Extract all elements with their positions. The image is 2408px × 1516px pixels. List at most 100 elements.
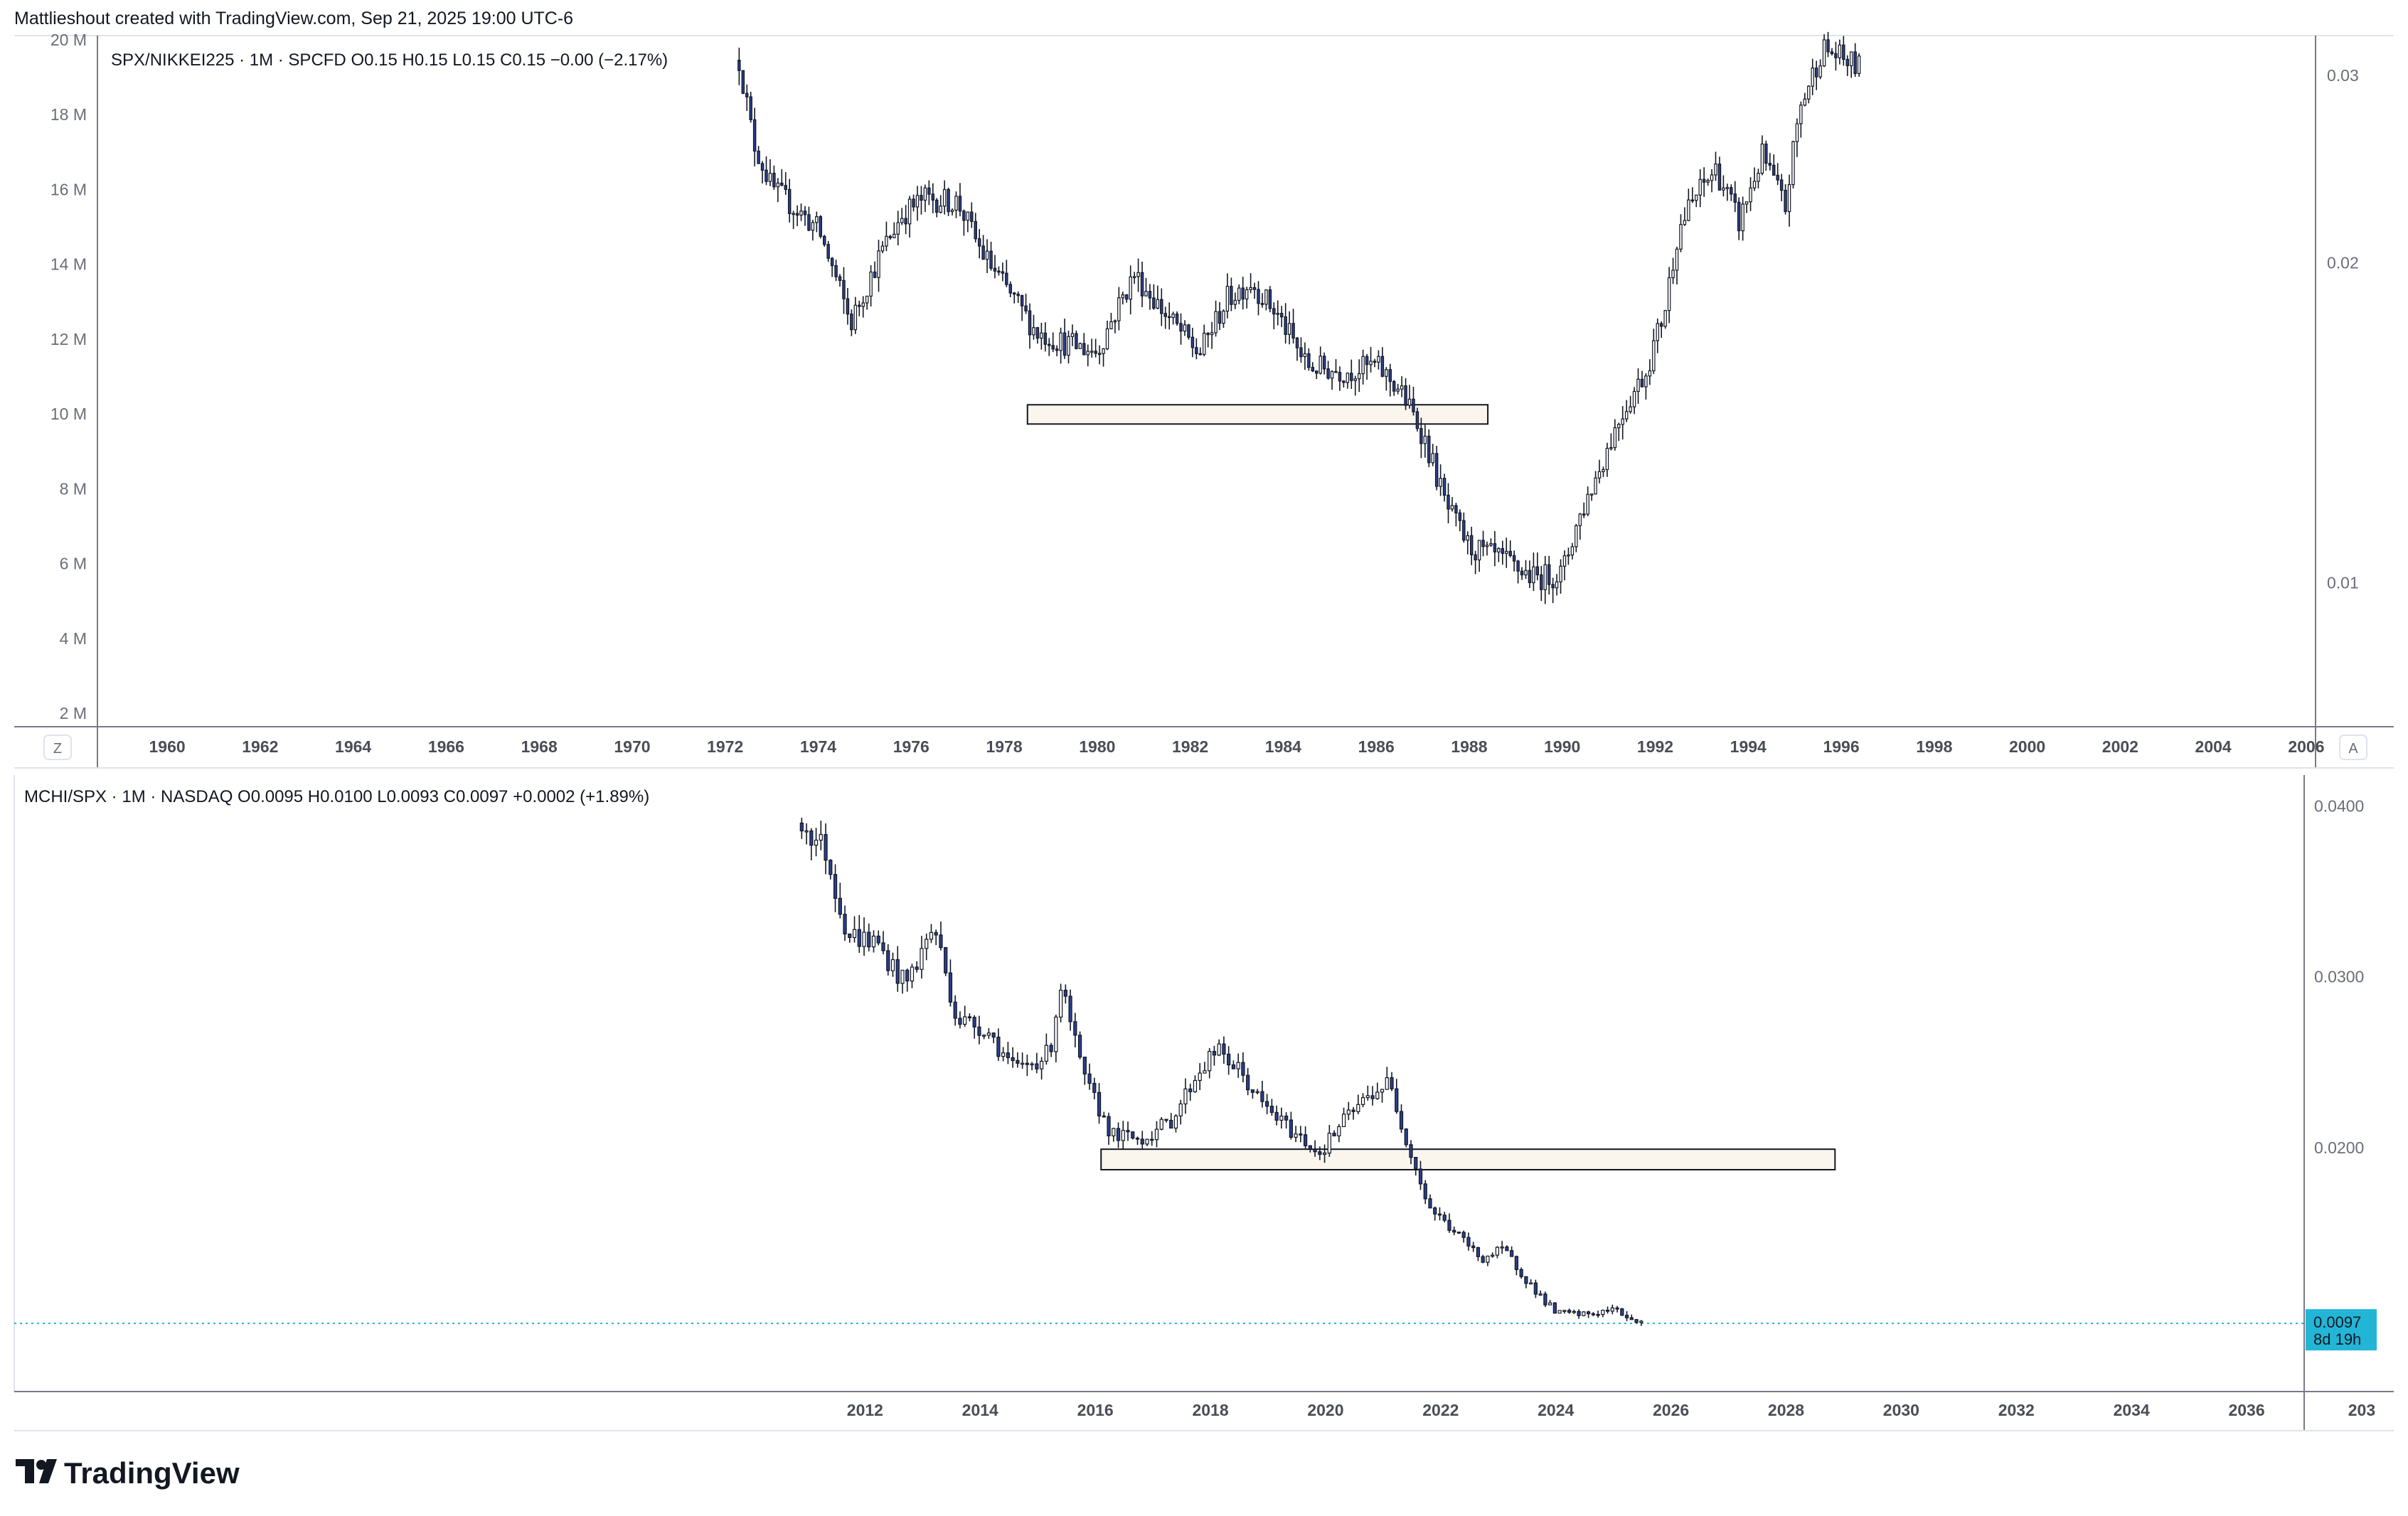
candle-body-up	[1787, 183, 1791, 213]
candle-body-down	[1418, 1168, 1423, 1185]
candle-body-up	[1357, 373, 1361, 380]
candle-body-down	[993, 267, 997, 272]
candle-body-down	[1768, 163, 1772, 166]
candle-body-up	[1059, 332, 1062, 351]
candle-body-down	[1150, 1138, 1154, 1141]
candle-body-down	[1510, 1250, 1514, 1257]
candle-body-down	[1135, 1137, 1140, 1140]
candle-body-down	[1055, 348, 1059, 351]
candle-body-down	[1206, 332, 1210, 336]
candle-body-down	[1284, 316, 1287, 335]
auto-scale-button[interactable]: A	[2339, 735, 2367, 760]
panel2-time-axis-ticks: 2012 2014 2016 2018 2020 2022 2024 2026 2028 2030…	[847, 1401, 2375, 1419]
price-axis-tick-label: 0.01	[2327, 573, 2359, 592]
candle-body-down	[1615, 1307, 1619, 1310]
candle-body-down	[1284, 1115, 1289, 1121]
candle-body-down	[1512, 555, 1516, 562]
auto-scale-button-label: A	[2348, 741, 2358, 757]
time-axis-tick-label: 1974	[800, 737, 836, 756]
time-axis-tick-label: 2020	[1307, 1401, 1343, 1419]
support-zone-rectangle[interactable]	[1026, 404, 1489, 425]
legend-l-label: L	[377, 787, 386, 806]
candle-body-down	[1163, 313, 1167, 317]
tradingview-logo[interactable]: TradingView	[16, 1456, 240, 1490]
candle-body-up	[1524, 570, 1528, 576]
candle-body-down	[1390, 1077, 1394, 1089]
candle-body-down	[772, 173, 776, 188]
candle-body-down	[1493, 543, 1497, 553]
candle-body-up	[1237, 287, 1241, 301]
candle-body-down	[1175, 313, 1179, 324]
candle-body-up	[1156, 299, 1160, 309]
scale-zoom-button[interactable]: Z	[43, 735, 72, 760]
candle-body-down	[1784, 190, 1787, 213]
candle-body-up	[1586, 493, 1589, 515]
candle-body-down	[1001, 271, 1005, 274]
time-axis-tick-label: 2000	[2009, 737, 2045, 756]
candle-body-up	[1639, 1320, 1643, 1323]
panel1-legend-text: SPX/NIKKEI225 · 1M · SPCFD O0.15 H0.15 L…	[111, 50, 668, 70]
price-axis-tick-label: 0.0200	[2314, 1138, 2364, 1157]
candle-body-up	[925, 939, 929, 949]
candle-body-down	[1830, 51, 1834, 55]
scale-zoom-button-bg[interactable]	[43, 735, 72, 760]
candle-body-down	[947, 188, 950, 213]
candle-body-up	[1594, 477, 1597, 495]
candle-body-down	[1187, 324, 1190, 338]
candle-body-down	[996, 1036, 1001, 1057]
auto-scale-button-bg[interactable]	[2339, 735, 2367, 760]
candle-body-up	[1562, 1310, 1567, 1312]
candle-body-up	[1109, 321, 1113, 329]
candle-body-down	[1395, 1088, 1399, 1112]
candle-body-down	[842, 279, 846, 299]
candle-body-down	[1458, 512, 1462, 521]
candle-body-up	[1543, 564, 1547, 590]
candle-body-up	[885, 235, 888, 247]
candle-body-down	[1373, 361, 1377, 363]
candle-body-up	[1276, 313, 1279, 315]
candle-body-up	[890, 959, 895, 971]
left-axis-tick-label: 14 M	[50, 255, 87, 274]
candle-body-up	[1722, 187, 1725, 191]
candle-body-down	[834, 265, 838, 277]
candle-body-up	[1279, 1115, 1284, 1121]
candle-body-down	[934, 932, 938, 936]
candle-body-down	[1198, 353, 1203, 356]
candle-body-down	[1230, 286, 1233, 305]
candle-body-down	[838, 897, 842, 915]
candle-body-up	[861, 302, 865, 307]
candle-body-down	[1049, 1045, 1053, 1052]
time-axis-tick-label: 1984	[1265, 737, 1301, 756]
candle-body-up	[954, 196, 958, 211]
candle-body-down	[1152, 297, 1156, 309]
candle-body-up	[1208, 1050, 1212, 1072]
candle-body-up	[1547, 1302, 1552, 1306]
candle-body-down	[1412, 398, 1415, 412]
candle-body-down	[1842, 44, 1845, 60]
candle-body-up	[1570, 546, 1575, 555]
candle-body-up	[877, 250, 880, 278]
candle-body-up	[1644, 375, 1648, 388]
candle-body-down	[1227, 1053, 1231, 1066]
scale-zoom-button-label: Z	[53, 741, 62, 757]
legend-o-value: 0.15	[364, 50, 402, 70]
candle-body-down	[1423, 1183, 1427, 1200]
candle-body-down	[1826, 39, 1830, 53]
candle-body-down	[829, 860, 833, 875]
candle-body-up	[1450, 505, 1454, 510]
candle-body-up	[1001, 1052, 1006, 1057]
candle-body-up	[1327, 1133, 1331, 1154]
candle-body-up	[1725, 187, 1730, 189]
legend-h-label: H	[403, 50, 415, 70]
support-zone-rectangle[interactable]	[1100, 1148, 1836, 1170]
time-axis-tick-label: 2034	[2114, 1401, 2150, 1419]
candle-body-down	[1131, 1131, 1135, 1139]
candle-body-up	[1744, 201, 1749, 205]
candle-body-down	[1409, 1144, 1413, 1158]
candle-body-up	[1849, 51, 1853, 67]
left-axis-tick-label: 16 M	[50, 180, 87, 198]
candle-body-down	[1442, 478, 1447, 496]
candle-body-up	[1385, 1077, 1389, 1090]
candle-body-up	[1294, 1133, 1298, 1138]
candle-body-up	[1683, 220, 1687, 225]
